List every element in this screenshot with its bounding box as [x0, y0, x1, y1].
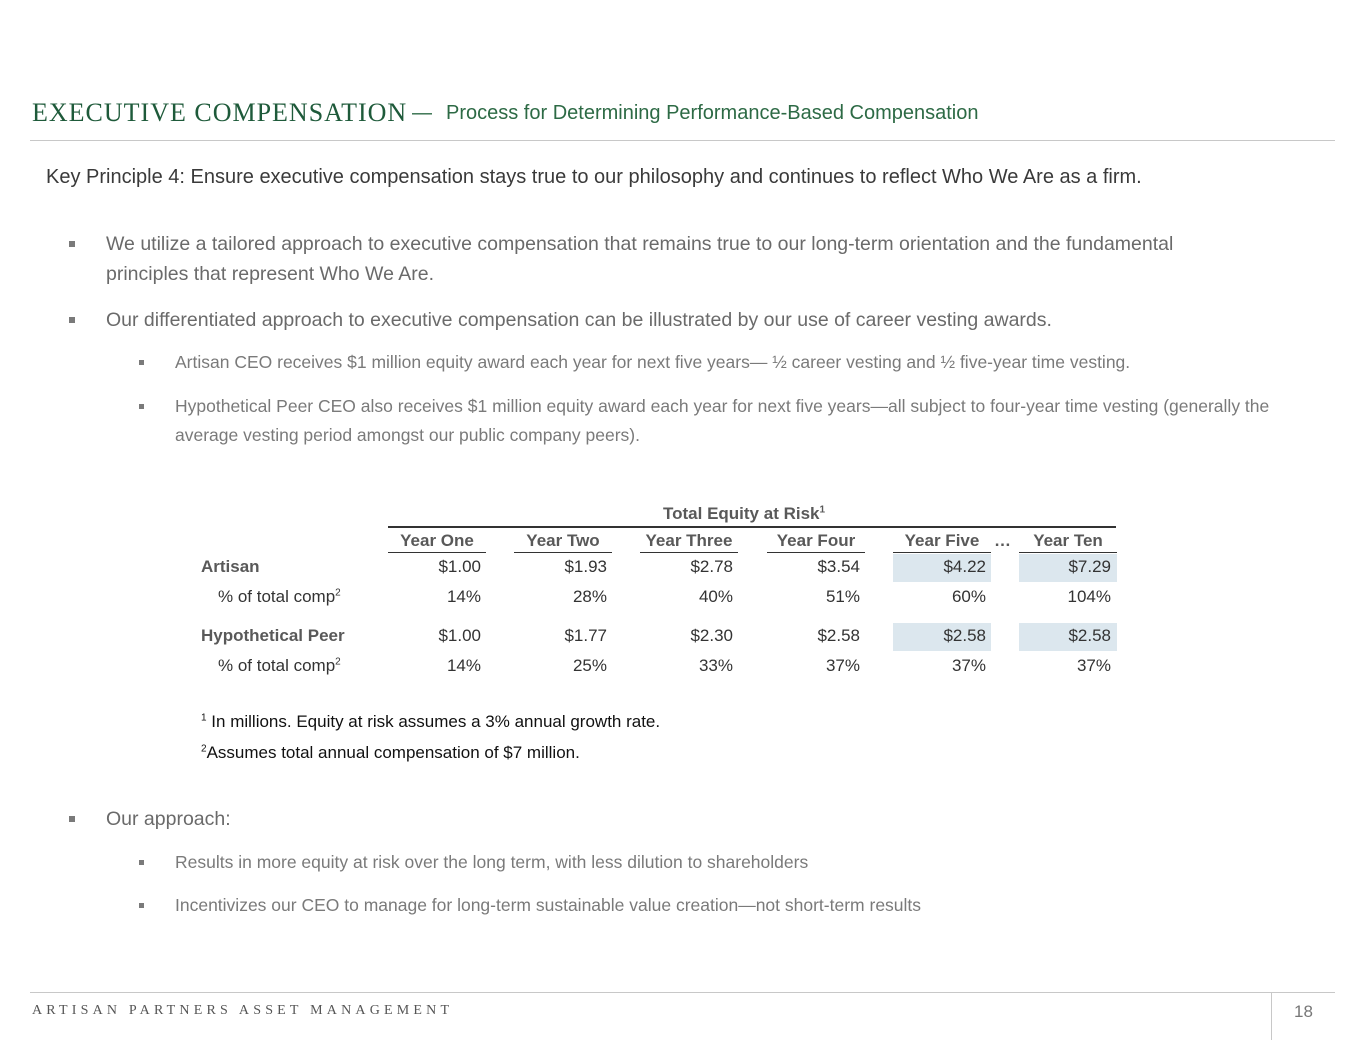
- table-title: Total Equity at Risk1: [663, 504, 825, 524]
- footnote-2: 2Assumes total annual compensation of $7…: [201, 743, 580, 763]
- table-cell: $2.78: [690, 557, 733, 576]
- footnote-1: 1 In millions. Equity at risk assumes a …: [201, 712, 660, 732]
- bullet-icon: [69, 816, 75, 822]
- row-label-text: % of total comp: [218, 656, 336, 675]
- ellipsis: …: [994, 531, 1011, 550]
- table-cell: 37%: [825, 656, 860, 675]
- bullet-icon: [69, 317, 75, 323]
- bullet-icon: [139, 903, 144, 908]
- highlight-cell: [1019, 623, 1117, 651]
- table-cell: 40%: [698, 587, 733, 606]
- row-label-text: % of total comp: [218, 587, 336, 606]
- footnote-text: Assumes total annual compensation of $7 …: [206, 743, 580, 762]
- table-cell: $1.00: [438, 626, 481, 645]
- highlight-cell: [893, 554, 991, 582]
- page-title: EXECUTIVE COMPENSATION: [32, 98, 408, 127]
- table-cell: 25%: [572, 656, 607, 675]
- table-cell: $2.30: [690, 626, 733, 645]
- table-title-text: Total Equity at Risk: [663, 504, 820, 523]
- table-cell: $4.22: [943, 557, 986, 576]
- row-label: Artisan: [201, 557, 260, 577]
- col-header: Year One: [388, 531, 486, 553]
- row-label-text: Hypothetical Peer: [201, 626, 345, 645]
- footer-brand: ARTISAN PARTNERS ASSET MANAGEMENT: [32, 1003, 454, 1018]
- table-cell: 60%: [951, 587, 986, 606]
- row-label: Hypothetical Peer: [201, 626, 345, 646]
- sub-bullet: Hypothetical Peer CEO also receives $1 m…: [175, 396, 1270, 445]
- col-header: Year Three: [640, 531, 738, 553]
- table-cell: 104%: [1067, 587, 1111, 606]
- table-cell: $2.58: [817, 626, 860, 645]
- table-cell: $1.93: [564, 557, 607, 576]
- table-cell: $7.29: [1068, 557, 1111, 576]
- bullet-3: Our approach:: [106, 808, 231, 830]
- table-cell: $2.58: [1068, 626, 1111, 645]
- col-header: Year Ten: [1019, 531, 1117, 553]
- table-cell: $3.54: [817, 557, 860, 576]
- table-cell: 37%: [1076, 656, 1111, 675]
- row-label: % of total comp2: [218, 656, 341, 676]
- footer-vertical-divider: [1271, 992, 1272, 1040]
- footer-divider: [30, 992, 1335, 993]
- sub-bullet: Incentivizes our CEO to manage for long-…: [175, 895, 922, 915]
- footnote-mark: 2: [335, 587, 341, 599]
- bullet-2: Our differentiated approach to executive…: [106, 309, 1052, 331]
- highlight-cell: [1019, 554, 1117, 582]
- page-subtitle: Process for Determining Performance-Base…: [446, 102, 979, 124]
- table-cell: $1.77: [564, 626, 607, 645]
- bullet-1: We utilize a tailored approach to execut…: [106, 233, 1174, 285]
- footnote-mark: 1: [819, 504, 826, 516]
- bullet-icon: [69, 241, 75, 247]
- footnote-mark: 2: [201, 743, 207, 755]
- row-label-text: Artisan: [201, 557, 260, 576]
- table-cell: $2.58: [943, 626, 986, 645]
- table-cell: 37%: [951, 656, 986, 675]
- row-label: % of total comp2: [218, 587, 341, 607]
- key-principle: Key Principle 4: Ensure executive compen…: [46, 166, 1142, 188]
- table-cell: 28%: [572, 587, 607, 606]
- highlight-cell: [893, 623, 991, 651]
- bullet-icon: [139, 404, 144, 409]
- page-number: 18: [1294, 1002, 1313, 1021]
- col-header: Year Four: [767, 531, 865, 553]
- table-cell: 14%: [446, 656, 481, 675]
- table-cell: 33%: [698, 656, 733, 675]
- footnote-mark: 1: [201, 712, 207, 724]
- col-header: Year Two: [514, 531, 612, 553]
- table-cell: 51%: [825, 587, 860, 606]
- sub-bullet: Artisan CEO receives $1 million equity a…: [175, 352, 1131, 372]
- table-cell: $1.00: [438, 557, 481, 576]
- sub-bullet: Results in more equity at risk over the …: [175, 852, 809, 872]
- table-cell: 14%: [446, 587, 481, 606]
- col-header: Year Five: [893, 531, 991, 553]
- bullet-icon: [139, 860, 144, 865]
- header-divider: [30, 140, 1335, 141]
- bullet-icon: [139, 360, 144, 365]
- footnote-mark: 2: [335, 656, 341, 668]
- footnote-text: In millions. Equity at risk assumes a 3%…: [211, 712, 661, 731]
- table-top-rule: [388, 526, 1116, 528]
- title-dash: —: [412, 102, 432, 124]
